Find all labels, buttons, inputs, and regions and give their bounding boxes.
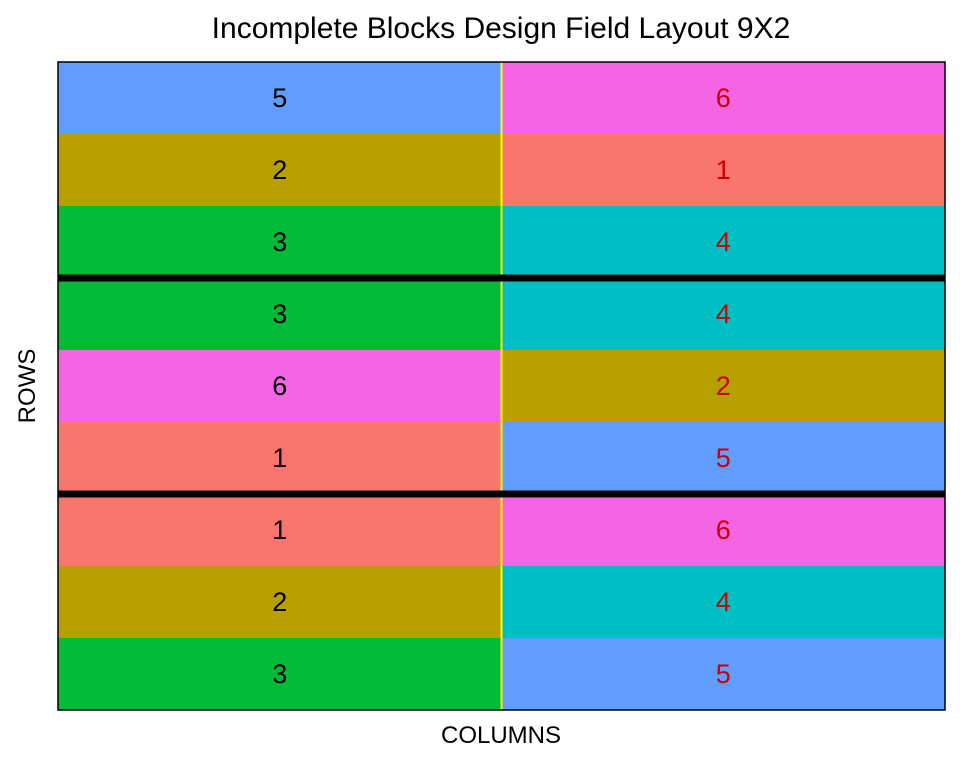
cell-label-r6-c2: 5 (716, 443, 731, 473)
plot-cell-r2-c1 (58, 134, 502, 207)
dividers-layer (58, 62, 945, 710)
cell-label-r2-c2: 1 (716, 155, 731, 185)
cell-label-r8-c2: 4 (716, 587, 731, 617)
cells-layer (58, 62, 946, 711)
plot-cell-r1-c2 (501, 62, 946, 135)
cell-label-r9-c1: 3 (272, 659, 287, 689)
cell-label-r5-c1: 6 (272, 371, 287, 401)
plot-cell-r3-c2 (501, 206, 946, 279)
cell-labels-layer: 5 6 2 1 3 4 3 4 6 2 1 5 1 6 2 4 3 5 (272, 83, 731, 689)
cell-label-r3-c2: 4 (716, 227, 731, 257)
plot-cell-r9-c2 (501, 638, 946, 711)
plot-cell-r6-c2 (501, 422, 946, 495)
cell-label-r6-c1: 1 (272, 443, 287, 473)
cell-label-r1-c2: 6 (716, 83, 731, 113)
plot-cell-r6-c1 (58, 422, 502, 495)
cell-label-r1-c1: 5 (272, 83, 287, 113)
plot-cell-r8-c1 (58, 566, 502, 639)
plot-cell-r5-c1 (58, 350, 502, 423)
plot-cell-r4-c1 (58, 278, 502, 351)
cell-label-r7-c1: 1 (272, 515, 287, 545)
cell-label-r2-c1: 2 (272, 155, 287, 185)
chart-title: Incomplete Blocks Design Field Layout 9X… (211, 12, 791, 45)
cell-label-r8-c1: 2 (272, 587, 287, 617)
cell-label-r4-c1: 3 (272, 299, 287, 329)
plot-cell-r1-c1 (58, 62, 502, 135)
plot-cell-r2-c2 (501, 134, 946, 207)
cell-label-r5-c2: 2 (716, 371, 731, 401)
plot-cell-r3-c1 (58, 206, 502, 279)
plot-cell-r7-c1 (58, 494, 502, 567)
plot-cell-r8-c2 (501, 566, 946, 639)
plot-cell-r9-c1 (58, 638, 502, 711)
cell-label-r9-c2: 5 (716, 659, 731, 689)
plot-cell-r5-c2 (501, 350, 946, 423)
x-axis-label: COLUMNS (440, 722, 561, 749)
cell-label-r3-c1: 3 (272, 227, 287, 257)
cell-label-r7-c2: 6 (716, 515, 731, 545)
plot-cell-r4-c2 (501, 278, 946, 351)
panel-border (57, 61, 946, 711)
cell-label-r4-c2: 4 (716, 299, 731, 329)
plot-cell-r7-c2 (501, 494, 946, 567)
